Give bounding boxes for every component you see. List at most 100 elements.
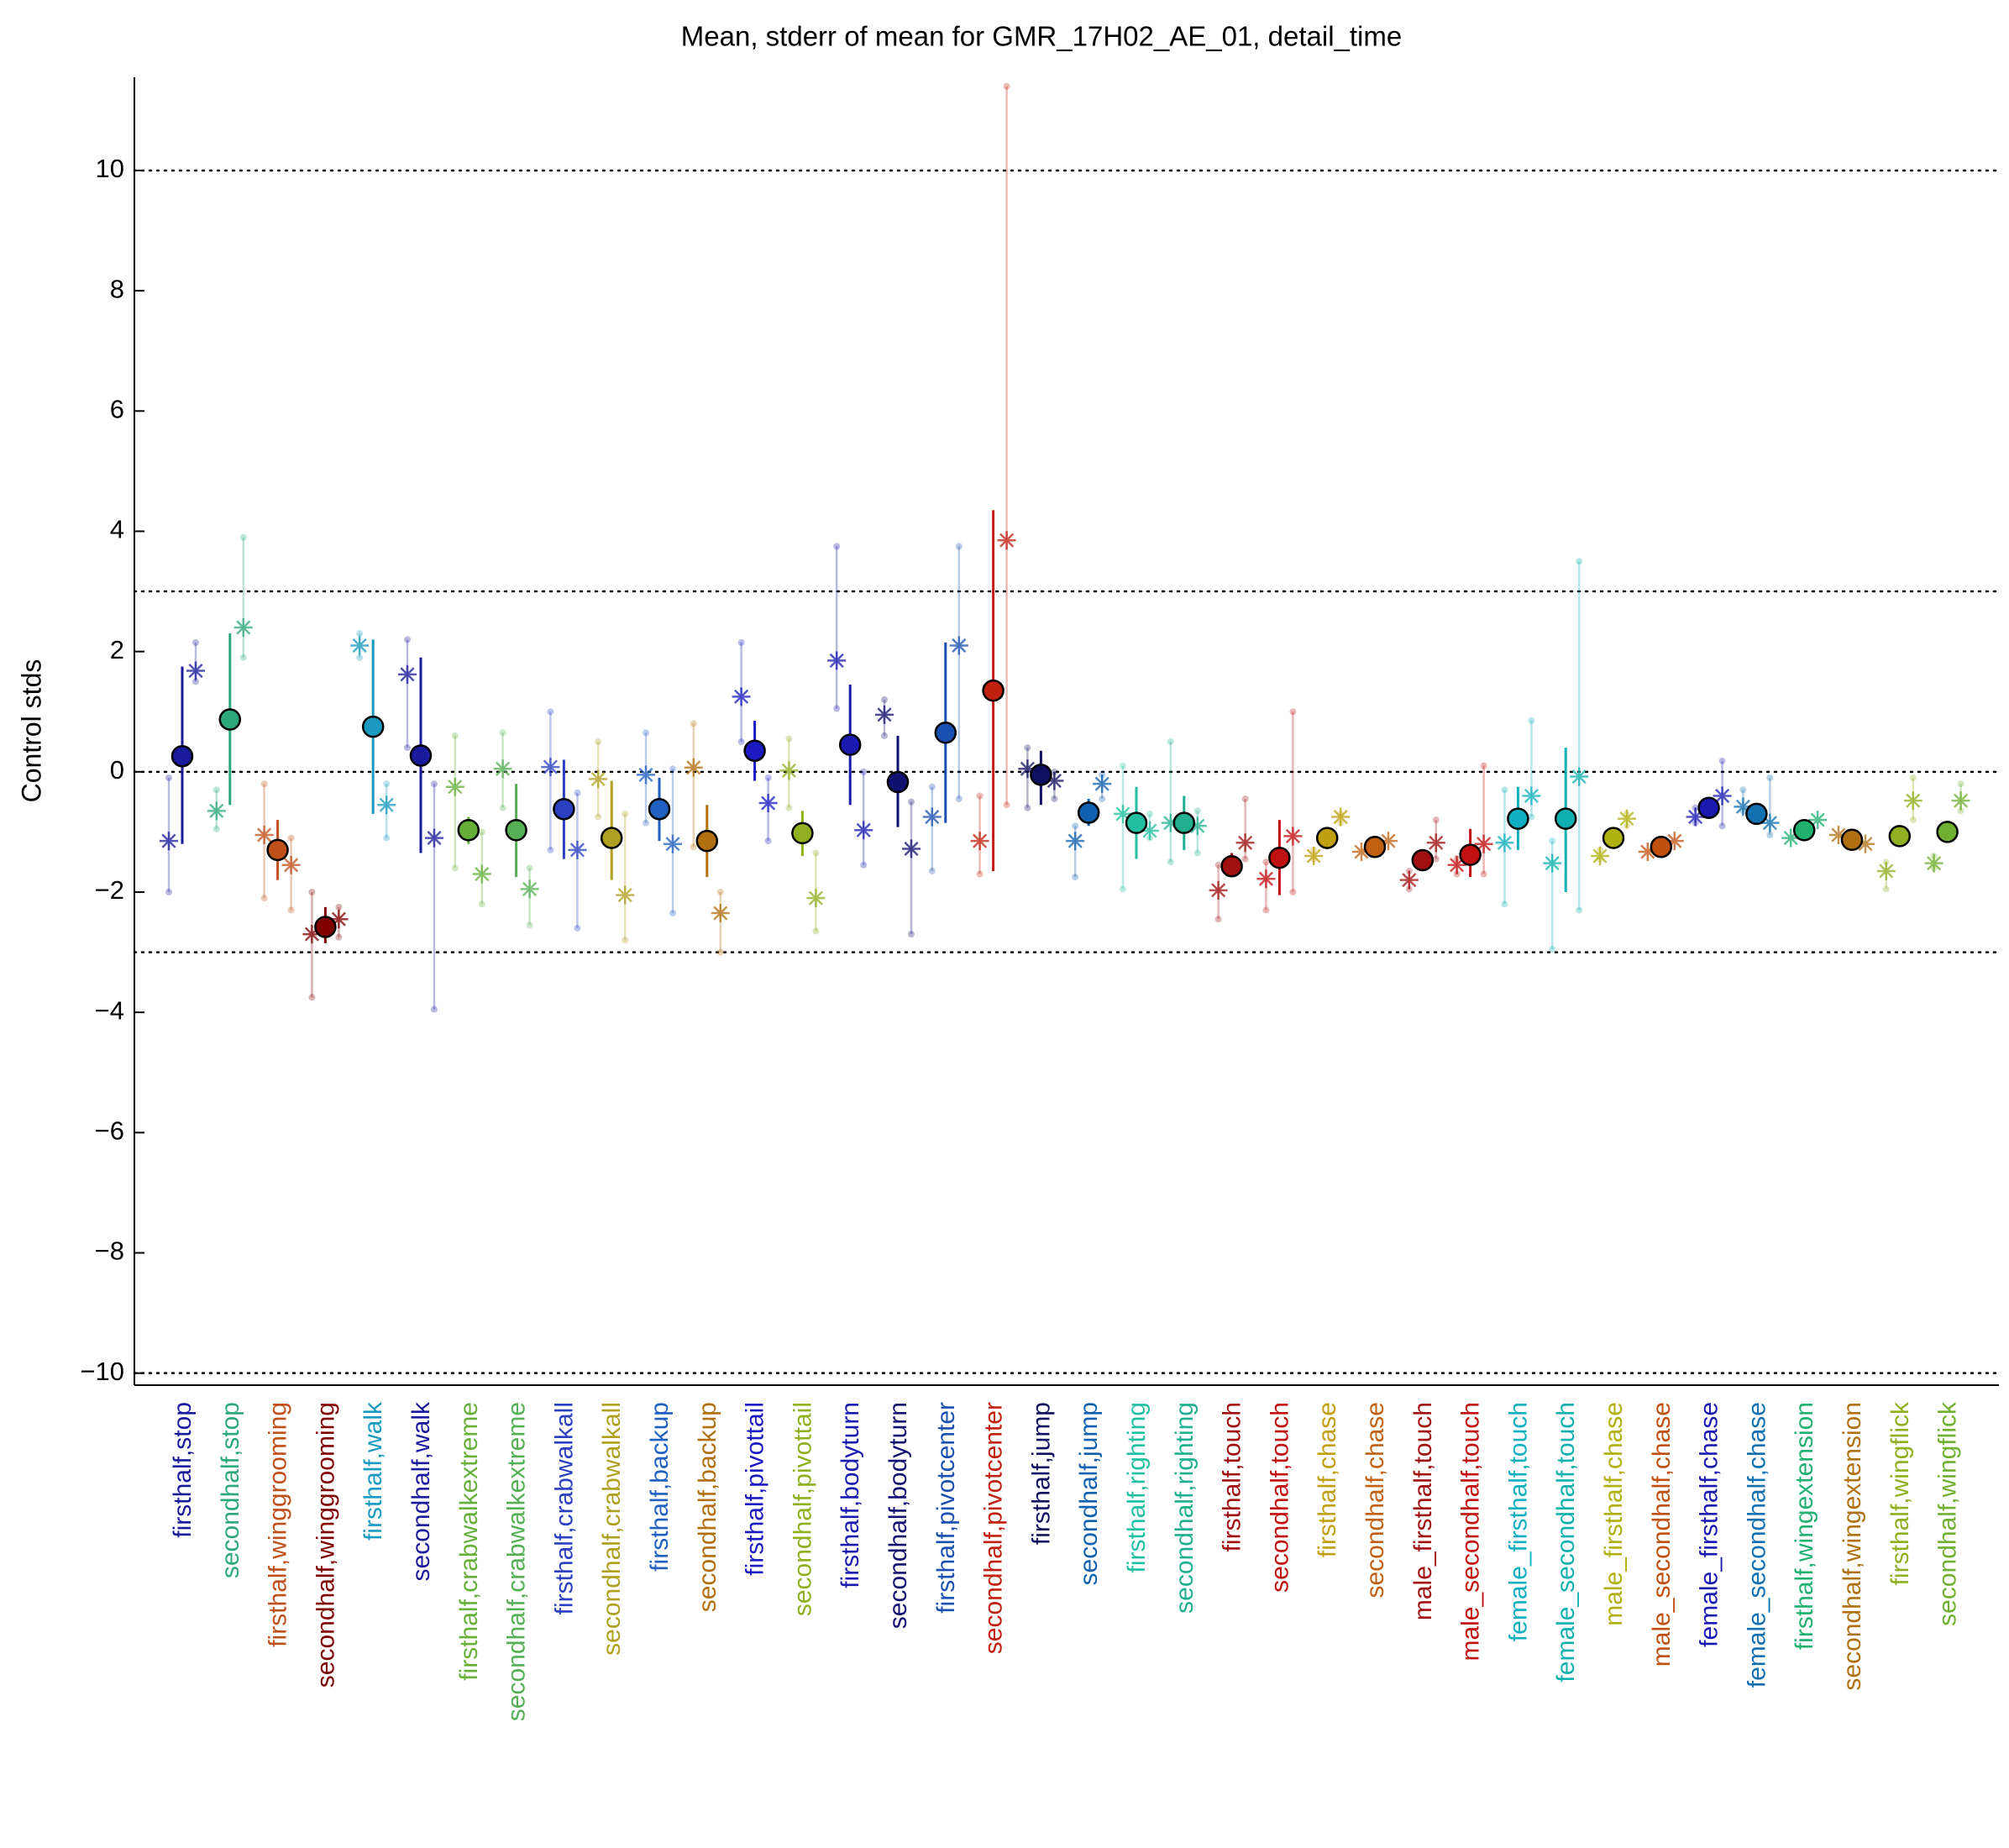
x-tick-label: firsthalf,touch: [1219, 1402, 1246, 1551]
group: secondhalf,backup: [684, 720, 730, 1612]
group: firsthalf,walk: [350, 630, 396, 1541]
group: male_firsthalf,chase: [1591, 809, 1636, 1626]
star-range-end: [1718, 757, 1726, 764]
star-range-end: [1957, 807, 1964, 815]
star-marker: [281, 855, 301, 874]
star-range-end: [908, 798, 915, 806]
star-marker: [493, 759, 512, 779]
star-stroke: [1429, 835, 1444, 850]
star-range-end: [716, 888, 724, 895]
mean-marker: [361, 715, 385, 738]
star-range-end: [928, 867, 936, 874]
star-range-end: [785, 735, 793, 743]
star-range-end: [928, 783, 936, 790]
star-marker: [520, 879, 539, 899]
group: firsthalf,wingextension: [1781, 811, 1828, 1650]
y-tick-label: 4: [110, 515, 124, 544]
star-range-end: [1549, 946, 1556, 953]
x-tick-label: secondhalf,walk: [407, 1401, 435, 1581]
mean-marker: [934, 722, 957, 744]
star-range-end: [1882, 885, 1890, 893]
star-range-end: [737, 738, 745, 746]
star-range-end: [192, 638, 199, 646]
star-marker: [398, 664, 417, 684]
x-tick-label: male_secondhalf,chase: [1648, 1402, 1676, 1667]
star-marker: [732, 687, 751, 706]
star-marker: [1447, 855, 1466, 874]
star-range-end: [1432, 816, 1440, 824]
star-range-end: [165, 774, 172, 781]
star-range-end: [478, 828, 485, 836]
star-marker: [445, 777, 464, 796]
x-tick-label: firsthalf,righting: [1123, 1402, 1151, 1572]
star-stroke: [543, 759, 558, 774]
star-range-end: [1528, 813, 1535, 821]
star-marker: [806, 889, 826, 908]
star-range-end: [908, 931, 915, 938]
star-stroke: [904, 841, 919, 857]
star-range-end: [574, 789, 581, 796]
x-tick-label: firsthalf,walk: [359, 1401, 387, 1541]
x-tick-label: firsthalf,wingextension: [1791, 1402, 1818, 1650]
x-tick-label: secondhalf,pivotcenter: [980, 1402, 1008, 1654]
y-tick-label: 6: [110, 394, 124, 423]
mean-marker: [1315, 827, 1339, 849]
star-marker: [902, 839, 921, 858]
star-marker: [1618, 809, 1636, 828]
star-marker: [1235, 833, 1255, 853]
star-stroke: [590, 771, 606, 786]
star-marker: [664, 834, 682, 853]
star-stroke: [1735, 799, 1750, 814]
y-tick-label: −6: [95, 1116, 124, 1146]
mean-marker: [1030, 764, 1052, 786]
star-range-end: [1167, 858, 1174, 866]
star-stroke: [1879, 864, 1894, 879]
star-range-end: [669, 910, 676, 917]
group: secondhalf,wingflick: [1924, 780, 1970, 1626]
star-range-end: [976, 792, 984, 800]
star-range-end: [335, 903, 343, 911]
mean-marker: [1411, 848, 1435, 872]
x-tick-label: secondhalf,wingflick: [1934, 1401, 1962, 1626]
star-marker: [589, 769, 608, 789]
star-marker: [472, 864, 491, 884]
star-marker: [1876, 861, 1896, 880]
star-range-end: [1120, 885, 1126, 893]
x-tick-label: firsthalf,backup: [646, 1402, 674, 1572]
x-tick-label: firsthalf,pivottail: [742, 1402, 769, 1576]
star-marker: [1256, 869, 1276, 889]
x-tick-label: firsthalf,crabwalkextreme: [455, 1402, 483, 1681]
star-stroke: [1619, 811, 1634, 827]
y-axis-label: Control stds: [16, 659, 46, 803]
group: firsthalf,bodyturn: [827, 543, 873, 1588]
star-marker: [1399, 870, 1419, 890]
star-range-end: [595, 738, 602, 746]
x-tick-label: male_firsthalf,touch: [1409, 1402, 1437, 1620]
group: firsthalf,pivotcenter: [922, 543, 968, 1614]
mean-marker: [266, 838, 289, 862]
star-range-end: [1289, 888, 1297, 895]
star-range-end: [690, 843, 697, 851]
star-range-end: [404, 636, 411, 643]
x-tick-label: secondhalf,righting: [1171, 1402, 1199, 1614]
star-marker: [350, 636, 370, 655]
y-tick-label: −2: [95, 875, 124, 905]
star-range-end: [669, 765, 676, 773]
star-stroke: [665, 837, 680, 852]
mean-marker: [838, 733, 862, 756]
chart-title: Mean, stderr of mean for GMR_17H02_AE_01…: [681, 21, 1402, 52]
star-marker: [1570, 767, 1589, 786]
star-marker: [1474, 834, 1493, 853]
star-stroke: [925, 809, 940, 825]
mean-marker: [1792, 819, 1816, 842]
group: firsthalf,wingflick: [1876, 774, 1922, 1585]
star-stroke: [1094, 776, 1109, 791]
mean-marker: [743, 739, 766, 763]
star-range-end: [287, 834, 295, 842]
star-range-end: [1193, 849, 1201, 857]
mean-marker: [1363, 836, 1387, 858]
mean-marker: [1268, 846, 1291, 869]
star-range-end: [431, 780, 438, 788]
star-stroke: [761, 795, 776, 811]
star-range-end: [1957, 780, 1964, 788]
